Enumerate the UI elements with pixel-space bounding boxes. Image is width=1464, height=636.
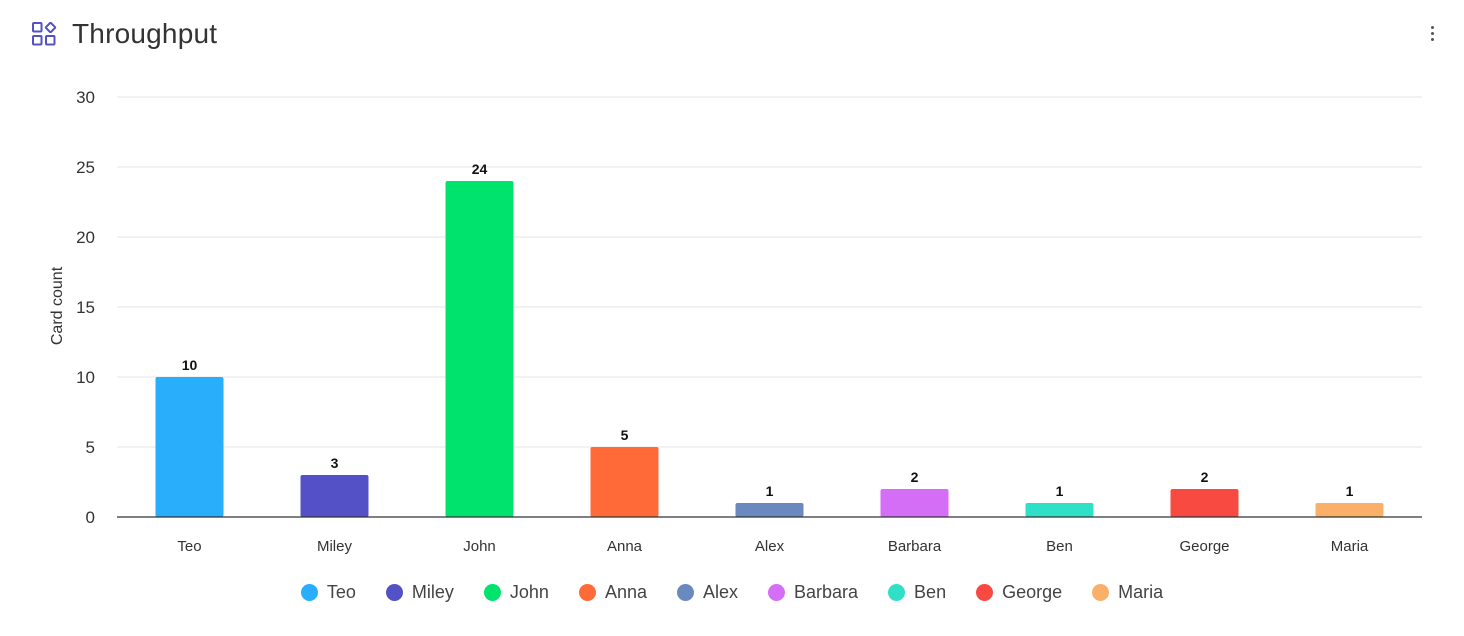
legend-label: Maria bbox=[1118, 581, 1164, 602]
data-label: 24 bbox=[472, 161, 488, 177]
legend-item-maria[interactable]: Maria bbox=[1092, 582, 1163, 603]
legend-swatch bbox=[483, 583, 501, 601]
legend-label: Ben bbox=[914, 581, 947, 602]
x-tick-label: John bbox=[463, 538, 496, 555]
y-tick-label: 25 bbox=[76, 158, 95, 177]
legend-swatch bbox=[976, 583, 994, 601]
legend-swatch bbox=[578, 583, 596, 601]
y-tick-label: 15 bbox=[76, 298, 95, 317]
x-tick-label: Miley bbox=[317, 538, 353, 555]
bar-anna[interactable] bbox=[590, 447, 659, 517]
bar-george[interactable] bbox=[1170, 489, 1239, 517]
y-tick-label: 10 bbox=[76, 368, 95, 387]
legend-item-barbara[interactable]: Barbara bbox=[768, 582, 858, 603]
widget-grid-icon bbox=[32, 21, 57, 46]
legend-label: George bbox=[1002, 581, 1063, 602]
legend-item-teo[interactable]: Teo bbox=[300, 581, 356, 603]
legend-item-george[interactable]: George bbox=[976, 582, 1062, 603]
x-tick-label: Maria bbox=[1331, 538, 1369, 555]
widget-title: Throughput bbox=[72, 18, 218, 49]
data-label: 5 bbox=[621, 427, 629, 443]
bar-maria[interactable] bbox=[1315, 503, 1384, 517]
legend-swatch bbox=[888, 583, 906, 601]
data-label: 3 bbox=[331, 455, 339, 471]
bar-barbara[interactable] bbox=[880, 489, 949, 517]
bar-miley[interactable] bbox=[300, 475, 369, 517]
x-tick-label: Barbara bbox=[888, 538, 942, 555]
grid-lines bbox=[117, 96, 1422, 448]
x-tick-label: George bbox=[1179, 538, 1229, 555]
legend-item-alex[interactable]: Alex bbox=[676, 581, 738, 603]
data-label: 10 bbox=[182, 357, 198, 373]
legend-label: Alex bbox=[702, 581, 738, 602]
legend-swatch bbox=[768, 583, 785, 601]
legend-swatch bbox=[300, 583, 318, 601]
data-label: 1 bbox=[766, 483, 774, 499]
legend-item-john[interactable]: John bbox=[483, 581, 549, 603]
legend-item-miley[interactable]: Miley bbox=[385, 581, 454, 603]
x-tick-label: Anna bbox=[607, 538, 643, 555]
legend-label: Teo bbox=[326, 581, 356, 602]
data-label: 1 bbox=[1346, 483, 1354, 499]
more-vertical-icon[interactable] bbox=[1424, 20, 1440, 46]
legend-item-ben[interactable]: Ben bbox=[888, 582, 946, 603]
data-label: 1 bbox=[1056, 483, 1064, 499]
chart-legend: Teo Miley John Anna Alex Barbara Ben George Mari… bbox=[0, 578, 1464, 606]
legend-swatch bbox=[676, 583, 694, 601]
x-tick-label: Alex bbox=[755, 538, 785, 555]
y-tick-label: 20 bbox=[76, 228, 95, 247]
y-tick-label: 0 bbox=[86, 508, 95, 527]
bar-john[interactable] bbox=[445, 181, 514, 517]
y-tick-label: 30 bbox=[76, 88, 95, 107]
bars bbox=[155, 181, 1384, 517]
bar-ben[interactable] bbox=[1025, 503, 1094, 517]
legend-label: Barbara bbox=[794, 581, 859, 602]
y-axis-ticks: 0 5 10 15 20 25 30 bbox=[76, 88, 95, 527]
legend-swatch bbox=[385, 583, 403, 601]
legend-label: Anna bbox=[604, 581, 647, 602]
y-axis-label: Card count bbox=[49, 266, 66, 345]
x-axis-ticks: Teo Miley John Anna Alex Barbara Ben George Mari… bbox=[177, 538, 1369, 555]
legend-swatch bbox=[1092, 583, 1110, 601]
data-label: 2 bbox=[1201, 469, 1209, 485]
legend-label: John bbox=[509, 581, 549, 602]
legend-label: Miley bbox=[411, 581, 454, 602]
widget-header: Throughput bbox=[30, 16, 217, 52]
data-labels: 10 3 24 5 1 2 1 2 1 bbox=[182, 161, 1354, 499]
y-tick-label: 5 bbox=[86, 438, 95, 457]
bar-teo[interactable] bbox=[155, 377, 224, 517]
x-tick-label: Teo bbox=[177, 538, 201, 555]
bar-alex[interactable] bbox=[735, 503, 804, 517]
legend-item-anna[interactable]: Anna bbox=[578, 581, 647, 603]
data-label: 2 bbox=[911, 469, 919, 485]
x-tick-label: Ben bbox=[1046, 538, 1073, 555]
